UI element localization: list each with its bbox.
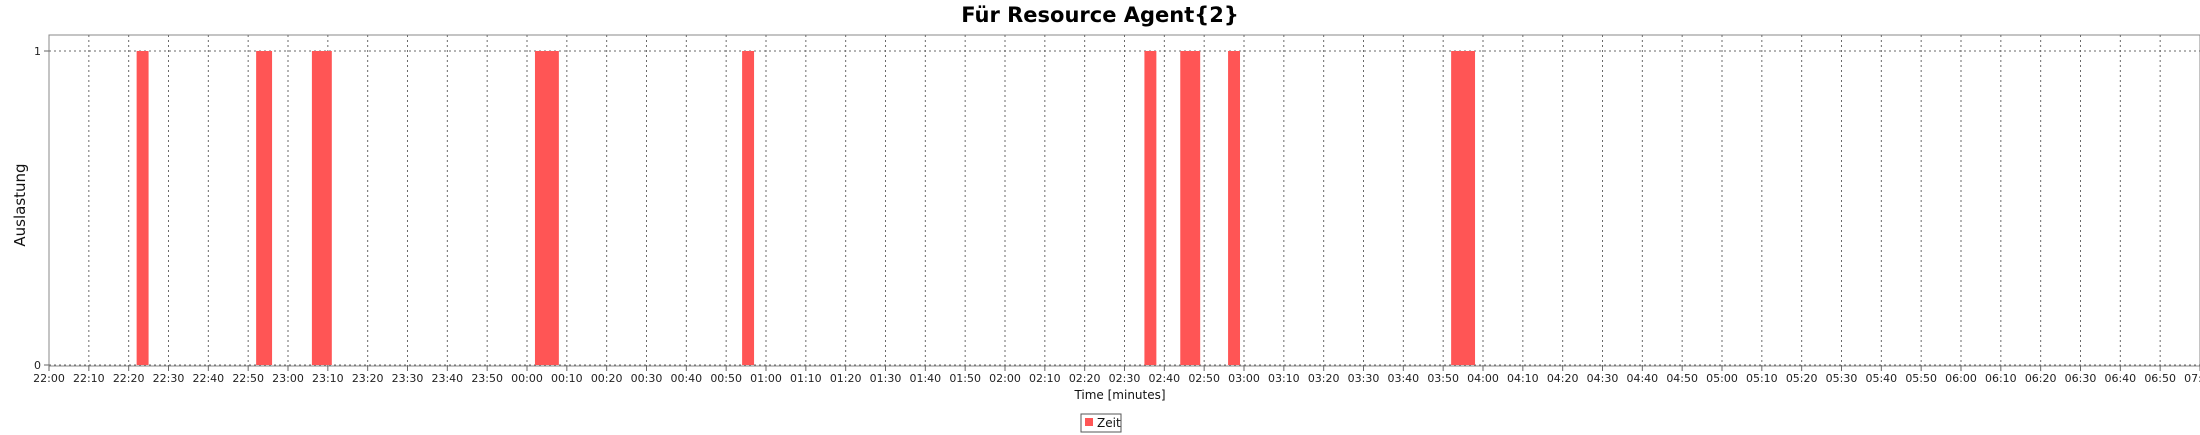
y-tick-label: 0	[34, 359, 41, 372]
x-tick-label: 23:40	[431, 372, 463, 385]
x-tick-label: 07:00	[2184, 372, 2200, 385]
x-tick-label: 01:40	[909, 372, 941, 385]
x-tick-label: 00:40	[670, 372, 702, 385]
x-tick-label: 22:50	[232, 372, 264, 385]
x-tick-label: 04:20	[1547, 372, 1579, 385]
legend-label: Zeit	[1097, 416, 1121, 430]
x-tick-label: 05:50	[1905, 372, 1937, 385]
x-tick-label: 02:10	[1029, 372, 1061, 385]
x-tick-label: 05:10	[1746, 372, 1778, 385]
y-axis-label: Auslastung	[11, 163, 29, 246]
x-tick-label: 02:20	[1069, 372, 1101, 385]
x-tick-label: 01:30	[870, 372, 902, 385]
x-tick-label: 22:20	[113, 372, 145, 385]
bar	[534, 51, 559, 365]
x-tick-label: 03:10	[1268, 372, 1300, 385]
x-axis-label: Time [minutes]	[1073, 388, 1165, 402]
x-tick-label: 01:00	[750, 372, 782, 385]
bar	[136, 51, 149, 365]
bar	[256, 51, 273, 365]
bar	[311, 51, 332, 365]
x-tick-label: 00:10	[551, 372, 583, 385]
x-tick-label: 23:50	[471, 372, 503, 385]
x-tick-label: 22:10	[73, 372, 105, 385]
y-ticks: 01	[34, 45, 49, 372]
x-tick-label: 03:20	[1308, 372, 1340, 385]
x-tick-label: 06:00	[1945, 372, 1977, 385]
x-tick-label: 04:40	[1626, 372, 1658, 385]
legend: Zeit	[1080, 413, 1122, 433]
x-tick-label: 06:10	[1985, 372, 2017, 385]
x-tick-label: 05:00	[1706, 372, 1738, 385]
x-tick-label: 03:30	[1348, 372, 1380, 385]
x-tick-label: 00:20	[591, 372, 623, 385]
x-tick-label: 02:30	[1109, 372, 1141, 385]
x-tick-label: 03:40	[1387, 372, 1419, 385]
bar	[1180, 51, 1201, 365]
x-tick-label: 23:10	[312, 372, 344, 385]
x-tick-label: 00:30	[631, 372, 663, 385]
legend-swatch	[1085, 418, 1093, 426]
x-tick-label: 00:00	[511, 372, 543, 385]
x-tick-label: 05:20	[1786, 372, 1818, 385]
x-tick-label: 03:50	[1427, 372, 1459, 385]
x-tick-label: 06:30	[2065, 372, 2097, 385]
x-tick-label: 06:20	[2025, 372, 2057, 385]
bar	[1228, 51, 1241, 365]
y-tick-label: 1	[34, 45, 41, 58]
x-tick-label: 01:20	[830, 372, 862, 385]
x-tick-label: 23:30	[392, 372, 424, 385]
bar	[1144, 51, 1157, 365]
x-tick-label: 03:00	[1228, 372, 1260, 385]
x-tick-label: 02:40	[1148, 372, 1180, 385]
bar	[742, 51, 755, 365]
x-tick-label: 01:50	[949, 372, 981, 385]
x-tick-label: 04:10	[1507, 372, 1539, 385]
x-tick-label: 06:50	[2144, 372, 2176, 385]
bars	[136, 51, 1476, 365]
x-tick-label: 02:50	[1188, 372, 1220, 385]
x-tick-label: 04:30	[1587, 372, 1619, 385]
grid-lines	[49, 35, 2200, 366]
x-tick-label: 22:30	[153, 372, 185, 385]
x-tick-label: 00:50	[710, 372, 742, 385]
x-tick-label: 01:10	[790, 372, 822, 385]
x-tick-label: 04:00	[1467, 372, 1499, 385]
x-tick-label: 06:40	[2104, 372, 2136, 385]
x-tick-label: 02:00	[989, 372, 1021, 385]
x-tick-label: 05:30	[1826, 372, 1858, 385]
bar	[1451, 51, 1476, 365]
x-tick-label: 23:20	[352, 372, 384, 385]
x-tick-label: 05:40	[1865, 372, 1897, 385]
x-tick-label: 23:00	[272, 372, 304, 385]
x-ticks: 22:00 22:10 22:20 22:30 22:40 22:50 23:00 23:10…	[33, 366, 2200, 385]
x-tick-label: 22:00	[33, 372, 65, 385]
chart-title: Für Resource Agent{2}	[961, 3, 1239, 27]
x-tick-label: 22:40	[192, 372, 224, 385]
x-tick-label: 04:50	[1666, 372, 1698, 385]
